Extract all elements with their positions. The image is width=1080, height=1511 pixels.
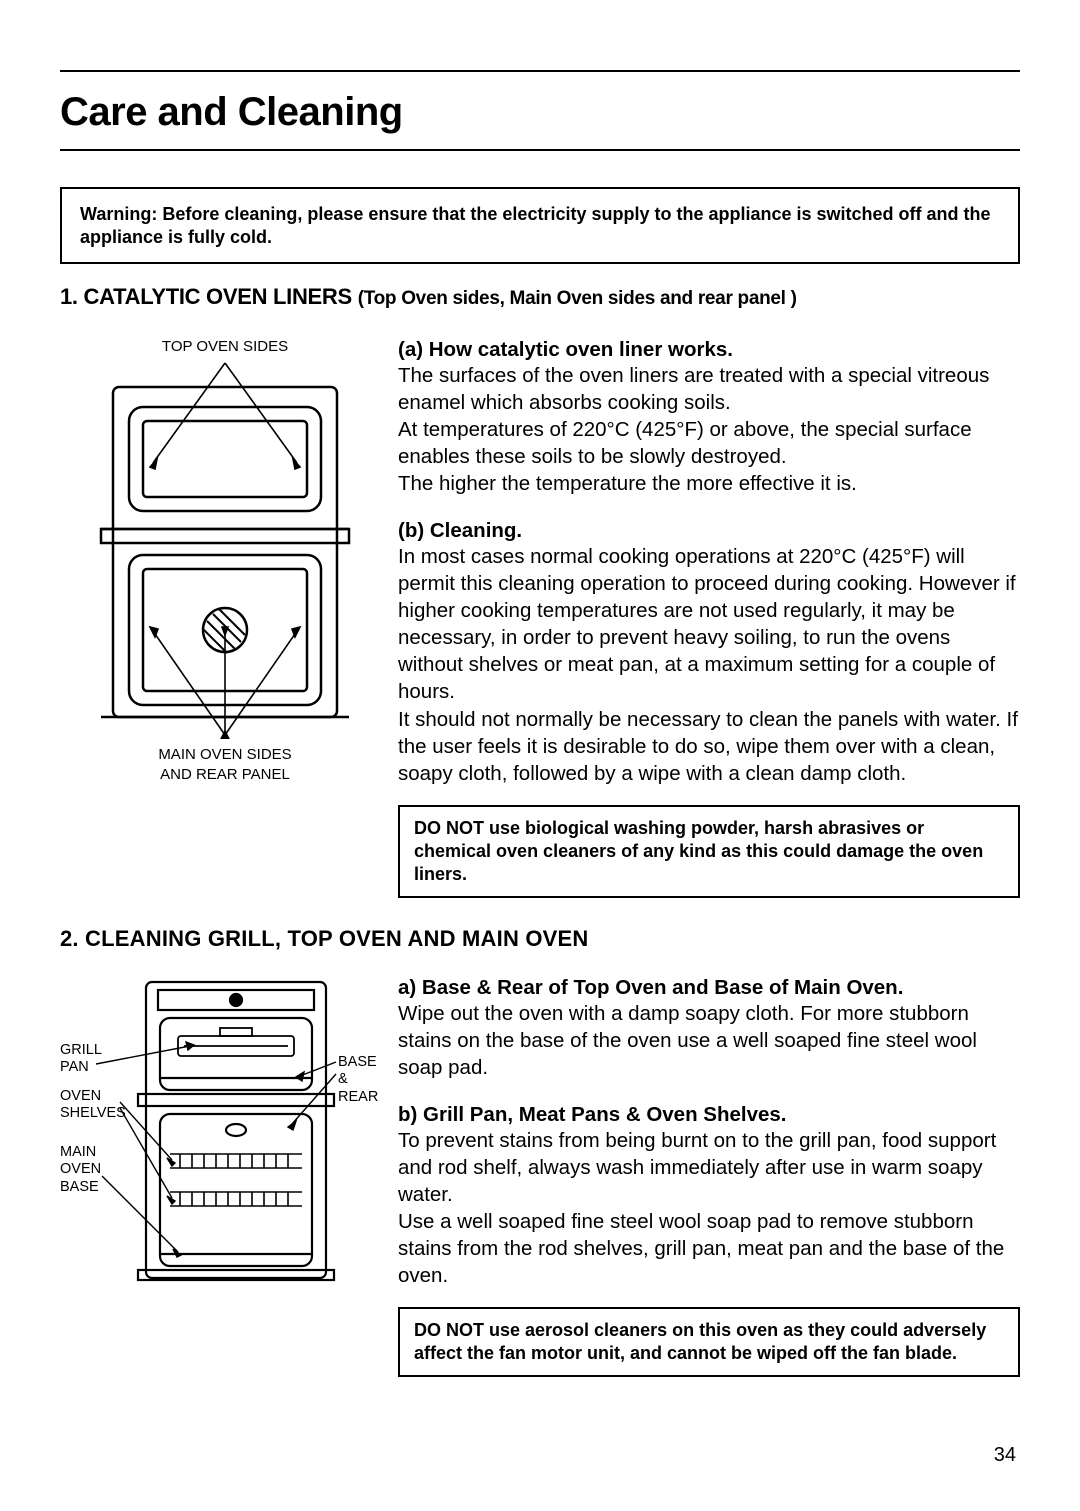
oven-diagram-2 [60,976,390,1296]
manual-page: Care and Cleaning Warning: Before cleani… [0,0,1080,1511]
section2-diagram-col: GRILL PAN OVEN SHELVES MAIN OVEN BASE BA… [60,976,390,1296]
section1-text-col: (a) How catalytic oven liner works. The … [390,338,1020,898]
warning-box: Warning: Before cleaning, please ensure … [60,187,1020,264]
section2-heading: 2. CLEANING GRILL, TOP OVEN AND MAIN OVE… [60,926,1020,952]
section1-para-b1: In most cases normal cooking operations … [398,543,1020,705]
diagram1-top-caption: TOP OVEN SIDES [95,338,355,355]
section1-para-a: The surfaces of the oven liners are trea… [398,362,1020,497]
section1-para-b2: It should not normally be necessary to c… [398,706,1020,787]
section1-heading-sub: (Top Oven sides, Main Oven sides and rea… [358,288,797,309]
rule-under-title [60,149,1020,151]
section1-row: TOP OVEN SIDES [60,338,1020,898]
page-number: 34 [994,1444,1016,1467]
oven-diagram-1 [95,359,355,739]
section1-heading: 1. CATALYTIC OVEN LINERS (Top Oven sides… [60,284,1020,310]
section2-para-b1: To prevent stains from being burnt on to… [398,1127,1020,1208]
section2-row: GRILL PAN OVEN SHELVES MAIN OVEN BASE BA… [60,976,1020,1377]
section2-sub-b-label: b) Grill Pan, Meat Pans & Oven Shelves. [398,1103,1020,1127]
section2-sub-a-label: a) Base & Rear of Top Oven and Base of M… [398,976,1020,1000]
page-title: Care and Cleaning [60,90,1020,135]
section1-sub-b-label: (b) Cleaning. [398,519,1020,543]
section2-para-b2: Use a well soaped fine steel wool soap p… [398,1208,1020,1289]
section2-text-col: a) Base & Rear of Top Oven and Base of M… [390,976,1020,1377]
section2-para-a: Wipe out the oven with a damp soapy clot… [398,1000,1020,1081]
section1-sub-a-label: (a) How catalytic oven liner works. [398,338,1020,362]
section1-diagram-col: TOP OVEN SIDES [60,338,390,784]
rule-top [60,70,1020,72]
diagram1-bottom-caption: MAIN OVEN SIDES AND REAR PANEL [95,745,355,784]
section1-heading-main: 1. CATALYTIC OVEN LINERS [60,284,352,309]
section2-caution-box: DO NOT use aerosol cleaners on this oven… [398,1307,1020,1377]
section1-caution-box: DO NOT use biological washing powder, ha… [398,805,1020,898]
